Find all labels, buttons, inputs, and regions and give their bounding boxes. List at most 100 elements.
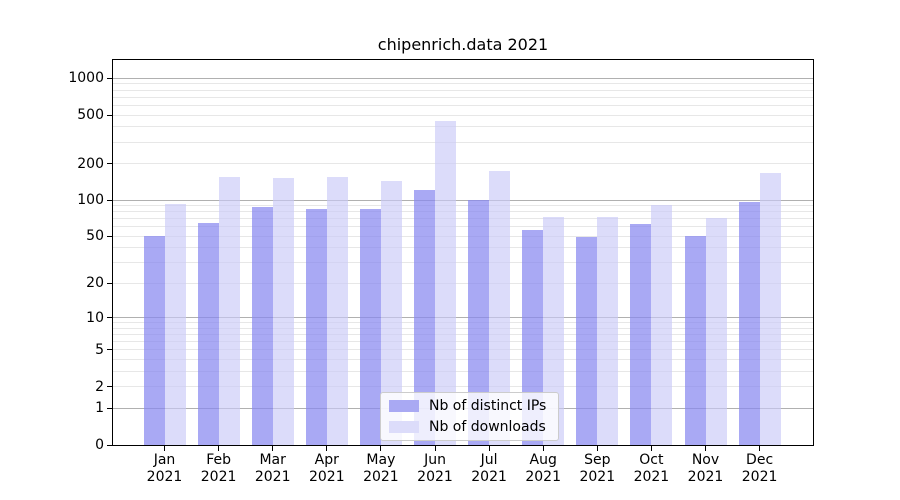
gridline-minor — [113, 359, 813, 361]
y-tick-mark — [107, 407, 112, 409]
gridline-major — [113, 317, 813, 319]
bar-distinct-ips-feb — [197, 222, 219, 445]
gridline-minor — [113, 83, 813, 85]
y-tick-mark — [107, 444, 112, 446]
y-tick-mark — [107, 163, 112, 165]
bar-downloads-jan — [164, 203, 186, 445]
legend: Nb of distinct IPs Nb of downloads — [380, 392, 560, 441]
bar-downloads-jun — [435, 120, 456, 445]
gridline-minor — [113, 114, 813, 116]
x-tick-mark — [650, 446, 652, 451]
bar-downloads-jul — [489, 170, 511, 445]
bar-distinct-ips-may — [359, 208, 381, 445]
y-tick-mark — [107, 77, 112, 79]
x-tick-label: Jul 2021 — [471, 452, 507, 485]
bar-downloads-mar — [272, 178, 294, 445]
x-tick-label: May 2021 — [363, 452, 399, 485]
y-tick-label: 1 — [95, 400, 104, 417]
gridline-minor — [113, 163, 813, 165]
gridline-minor — [113, 226, 813, 228]
x-tick-label: Aug 2021 — [525, 452, 561, 485]
x-tick-mark — [596, 446, 598, 451]
gridline-minor — [113, 96, 813, 98]
y-tick-label: 50 — [86, 228, 104, 245]
y-tick-label: 10 — [86, 309, 104, 326]
bar-distinct-ips-apr — [305, 209, 327, 445]
x-tick-mark — [326, 446, 328, 451]
gridline-minor — [113, 104, 813, 106]
x-tick-mark — [705, 446, 706, 451]
gridline-minor — [113, 235, 813, 237]
x-tick-label: Sep 2021 — [579, 452, 616, 485]
bar-downloads-sep — [597, 217, 619, 445]
gridline-minor — [113, 205, 813, 207]
y-tick-mark — [107, 235, 112, 237]
x-tick-label: Dec 2021 — [741, 452, 778, 485]
y-tick-label: 500 — [77, 107, 104, 124]
x-tick-label: Oct 2021 — [633, 452, 670, 485]
gridline-minor — [113, 262, 813, 264]
bar-distinct-ips-jun — [414, 190, 435, 445]
chart-title: chipenrich.data 2021 — [377, 35, 549, 54]
x-tick-mark — [218, 446, 220, 451]
gridline-minor — [113, 126, 813, 128]
bar-distinct-ips-jul — [468, 200, 490, 445]
x-tick-label: Mar 2021 — [254, 452, 291, 485]
gridline-major — [113, 199, 813, 201]
bar-distinct-ips-mar — [251, 207, 273, 445]
y-tick-mark — [107, 199, 112, 201]
gridline-minor — [113, 211, 813, 213]
y-tick-label: 2 — [95, 378, 104, 395]
x-tick-mark — [272, 446, 274, 451]
legend-item-downloads: Nb of downloads — [389, 419, 546, 435]
y-tick-mark — [107, 386, 112, 388]
bar-downloads-feb — [218, 177, 240, 445]
x-tick-label: Nov 2021 — [687, 452, 724, 485]
x-tick-mark — [380, 446, 382, 451]
bar-distinct-ips-jan — [143, 236, 165, 445]
bar-downloads-dec — [759, 172, 781, 445]
y-tick-label: 200 — [77, 155, 104, 172]
y-tick-mark — [107, 114, 112, 116]
y-tick-label: 1000 — [68, 70, 104, 87]
bar-downloads-nov — [705, 218, 727, 445]
gridline-major — [113, 77, 813, 79]
gridline-minor — [113, 370, 813, 372]
bar-distinct-ips-aug — [522, 230, 544, 445]
gridline-minor — [113, 386, 813, 388]
gridline-minor — [113, 89, 813, 91]
legend-item-distinct-ips: Nb of distinct IPs — [389, 398, 546, 414]
x-tick-label: Jan 2021 — [146, 452, 183, 485]
legend-swatch-downloads — [389, 421, 419, 433]
bar-downloads-apr — [326, 177, 348, 445]
x-tick-mark — [488, 446, 490, 451]
gridline-minor — [113, 349, 813, 351]
y-tick-mark — [107, 317, 112, 319]
y-tick-mark — [107, 282, 112, 284]
gridline-minor — [113, 218, 813, 220]
gridline-minor — [113, 322, 813, 324]
y-tick-mark — [107, 349, 112, 351]
plot-area — [112, 59, 814, 446]
gridline-minor — [113, 282, 813, 284]
x-tick-label: Jun 2021 — [417, 452, 453, 485]
x-tick-label: Apr 2021 — [308, 452, 345, 485]
y-tick-label: 100 — [77, 192, 104, 209]
bar-distinct-ips-dec — [738, 202, 760, 445]
bar-downloads-aug — [543, 216, 565, 445]
bar-distinct-ips-sep — [576, 237, 598, 445]
legend-swatch-distinct-ips — [389, 400, 419, 412]
legend-label-distinct-ips: Nb of distinct IPs — [429, 398, 547, 414]
bar-downloads-may — [380, 180, 402, 445]
gridline-minor — [113, 327, 813, 329]
y-tick-label: 5 — [95, 341, 104, 358]
x-tick-mark — [542, 446, 544, 451]
bar-distinct-ips-nov — [684, 236, 706, 445]
gridline-minor — [113, 334, 813, 336]
bar-distinct-ips-oct — [630, 224, 652, 445]
bar-downloads-oct — [651, 205, 673, 445]
gridline-minor — [113, 247, 813, 249]
gridline-minor — [113, 141, 813, 143]
x-tick-mark — [759, 446, 761, 451]
legend-label-downloads: Nb of downloads — [429, 419, 546, 435]
